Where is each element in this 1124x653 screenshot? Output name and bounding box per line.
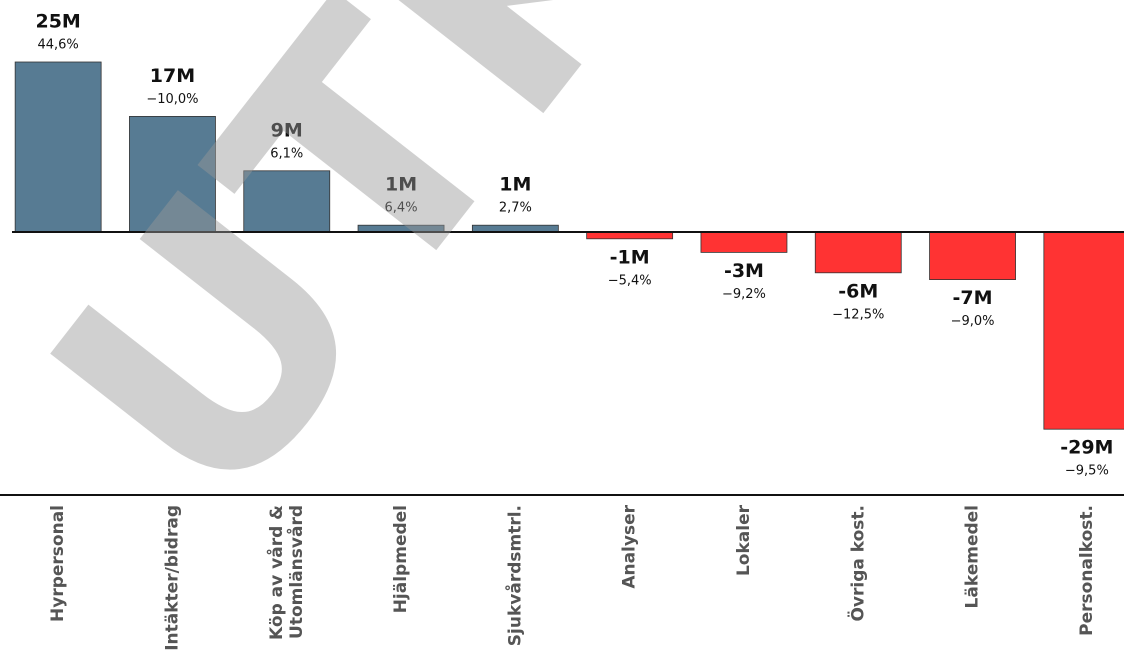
value-label: -6M [838, 280, 878, 302]
change-label: −5,4% [608, 273, 652, 288]
value-label: 1M [499, 174, 531, 196]
value-label: 25M [35, 11, 80, 33]
value-label: -29M [1060, 437, 1113, 459]
change-label: 6,4% [385, 201, 418, 216]
value-label: 1M [385, 174, 417, 196]
bar [929, 231, 1016, 280]
x-tick-label: Läkemedel [963, 505, 983, 608]
value-label: 17M [150, 65, 195, 87]
x-tick-label: Hyrpersonal [48, 505, 68, 622]
bar [700, 231, 788, 253]
value-label: -3M [724, 260, 764, 282]
x-tick-label: Utomlänsvård [285, 505, 307, 639]
x-tick-label: Lokaler [734, 504, 754, 576]
x-tick-label: Hjälpmedel [391, 505, 411, 613]
change-label: −9,0% [951, 314, 995, 329]
value-label: 9M [271, 119, 303, 141]
bar [1043, 231, 1124, 430]
bar [586, 231, 674, 240]
value-label: -1M [610, 246, 650, 268]
change-label: −9,5% [1065, 464, 1109, 479]
change-label: −12,5% [832, 307, 884, 322]
change-label: −9,2% [722, 287, 766, 302]
bar [814, 231, 902, 274]
x-tick-label: Personalkost. [1077, 505, 1097, 636]
bar [129, 116, 216, 233]
change-label: 44,6% [37, 38, 78, 53]
plot: 25M 44,6% 17M −10,0% 9M 6,1% 1M 6,4% 1M 2,7% -1M −5… [14, 11, 1124, 479]
bar [243, 170, 331, 233]
x-tick-label: Övriga kost. [846, 505, 868, 622]
x-tick-label: Köp av vård & [265, 505, 287, 640]
x-tick-label: Analyser [620, 504, 640, 588]
value-label: -7M [953, 287, 993, 309]
bar [14, 61, 102, 233]
category-labels: Hyrpersonal Intäkter/bidrag Köp av vård & U… [48, 504, 1097, 650]
x-tick-label: Sjukvårdsmtrl. [503, 505, 525, 646]
change-label: 2,7% [499, 201, 532, 216]
x-tick-label: Intäkter/bidrag [162, 505, 182, 651]
change-label: 6,1% [270, 146, 303, 161]
change-label: −10,0% [146, 92, 198, 107]
